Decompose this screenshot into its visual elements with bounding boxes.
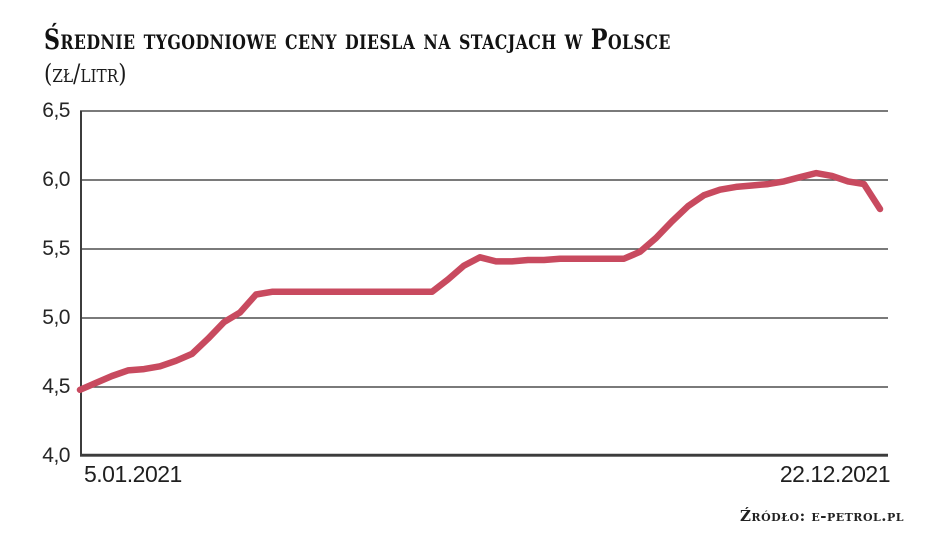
y-axis: 6,5 6,0 5,5 5,0 4,5 4,0 xyxy=(0,99,70,467)
y-axis-tick-label: 5,0 xyxy=(42,306,70,329)
chart-unit-label: (zł/litr) xyxy=(44,59,127,88)
y-axis-tick-label: 6,0 xyxy=(42,168,70,191)
y-axis-tick-label: 6,5 xyxy=(42,99,70,122)
price-line xyxy=(76,169,884,394)
plot-area xyxy=(76,110,888,457)
source-attribution: Źródło: e-petrol.pl xyxy=(739,507,904,525)
y-axis-tick-label: 5,5 xyxy=(42,237,70,260)
chart-title: Średnie tygodniowe ceny diesla na stacja… xyxy=(44,23,671,56)
x-axis-tick-start: 5.01.2021 xyxy=(84,461,182,487)
price-line-chart xyxy=(76,110,888,457)
y-axis-tick-label: 4,5 xyxy=(42,375,70,398)
x-axis-tick-end: 22.12.2021 xyxy=(779,461,891,487)
y-axis-tick-label: 4,0 xyxy=(42,444,70,467)
